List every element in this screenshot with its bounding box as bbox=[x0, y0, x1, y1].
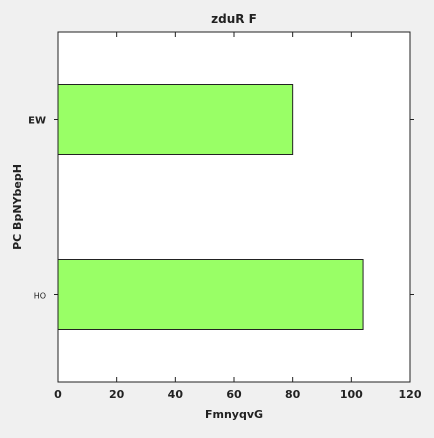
x-tick-label: 60 bbox=[226, 388, 242, 401]
bars bbox=[57, 84, 364, 330]
y-tick-label: HO bbox=[34, 292, 46, 301]
x-tick-label: 20 bbox=[109, 388, 125, 401]
y-tick-label: EW bbox=[28, 116, 46, 127]
x-tick-label: 100 bbox=[340, 388, 363, 401]
x-axis-label: FmnyqvG bbox=[205, 408, 263, 421]
chart-title: zduR F bbox=[211, 12, 257, 26]
x-tick-label: 40 bbox=[168, 388, 184, 401]
x-ticks: 0 20 40 60 80 100 120 bbox=[54, 32, 422, 401]
x-tick-label: 0 bbox=[54, 388, 62, 401]
x-tick-label: 80 bbox=[285, 388, 301, 401]
y-axis-label: PC BpNYbepH bbox=[11, 164, 24, 250]
x-tick-label: 120 bbox=[399, 388, 422, 401]
bar-ho bbox=[57, 259, 364, 330]
bar-ew bbox=[57, 84, 294, 155]
y-ticks: EW HO bbox=[28, 116, 414, 301]
